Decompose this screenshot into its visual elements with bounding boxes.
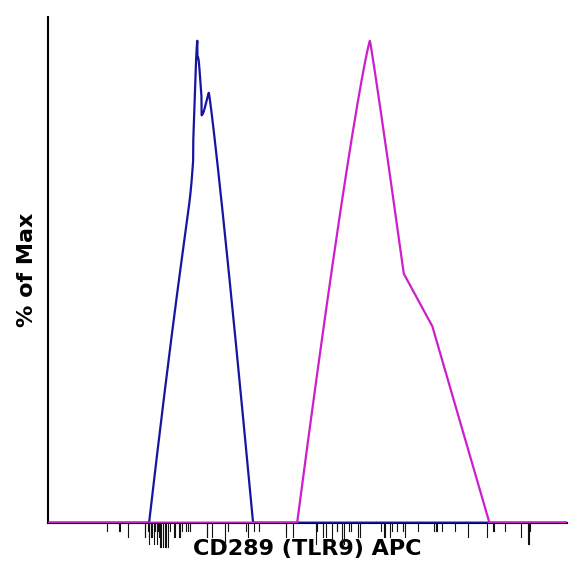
Y-axis label: % of Max: % of Max: [17, 213, 37, 327]
X-axis label: CD289 (TLR9) APC: CD289 (TLR9) APC: [193, 539, 422, 559]
